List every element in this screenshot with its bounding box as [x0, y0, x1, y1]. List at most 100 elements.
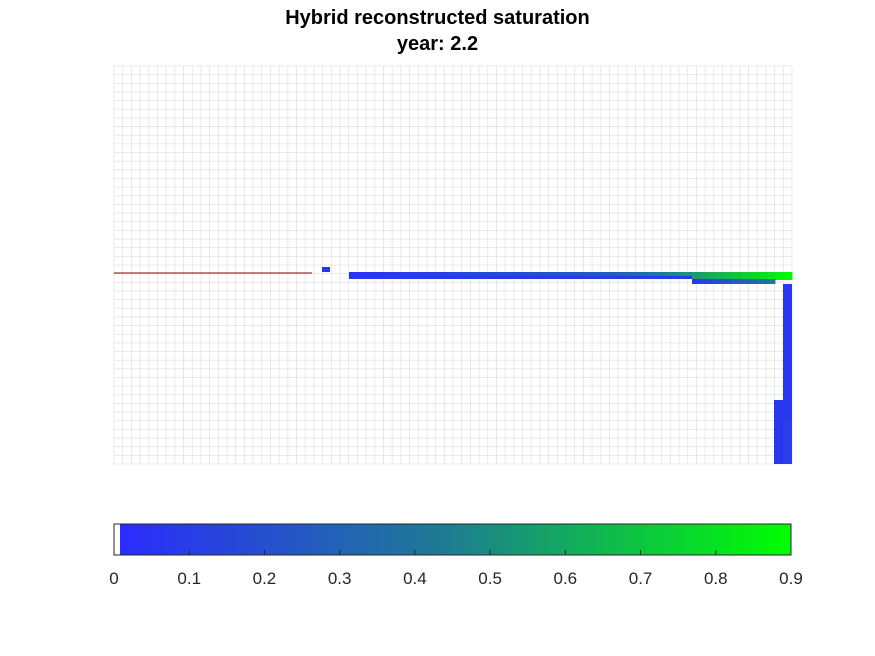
saturation-cell	[404, 272, 411, 277]
saturation-cell	[719, 279, 727, 284]
saturation-cell	[620, 272, 627, 277]
saturation-cell	[681, 272, 688, 277]
grid-lines	[113, 65, 793, 465]
saturation-cell	[486, 276, 496, 279]
saturation-cell	[750, 272, 760, 280]
saturation-cell	[603, 272, 610, 277]
saturation-cell	[387, 272, 394, 277]
saturation-cell	[758, 272, 768, 280]
saturation-cell	[415, 272, 422, 277]
colorbar-tick-label: 0	[109, 569, 118, 588]
colorbar-tick-label: 0.5	[478, 569, 502, 588]
colorbar: 0 0.1 0.2 0.3 0.4 0.5 0.6 0.7 0.8 0.9	[109, 523, 803, 588]
saturation-cell	[432, 272, 438, 277]
saturation-cell	[409, 276, 418, 279]
saturation-cell	[564, 272, 571, 277]
saturation-cell	[349, 272, 355, 277]
saturation-cells	[322, 267, 793, 464]
saturation-cell	[420, 272, 427, 277]
saturation-cell	[581, 272, 588, 277]
saturation-cell	[537, 272, 544, 277]
saturation-cell	[670, 272, 677, 277]
saturation-cell	[487, 272, 494, 277]
saturation-cell	[580, 276, 590, 279]
colorbar-frame	[113, 523, 792, 556]
colorbar-zero-band	[114, 524, 120, 555]
saturation-cell	[465, 272, 472, 277]
saturation-cell	[686, 272, 693, 277]
saturation-cell	[761, 279, 769, 284]
saturation-cell	[653, 272, 660, 277]
saturation-cell	[365, 272, 372, 277]
saturation-cell	[360, 272, 367, 277]
saturation-cell	[774, 400, 783, 464]
saturation-cell	[477, 276, 487, 279]
saturation-cell	[614, 276, 624, 279]
plot-area	[113, 65, 793, 465]
saturation-cell	[783, 272, 793, 280]
saturation-cell	[371, 272, 378, 277]
saturation-cell	[476, 272, 483, 277]
saturation-cell	[700, 272, 710, 280]
saturation-cell	[459, 272, 466, 277]
saturation-cell	[692, 279, 700, 284]
saturation-cell	[322, 267, 330, 272]
saturation-cell	[548, 272, 555, 277]
saturation-cell	[470, 272, 477, 277]
chart-subtitle: year: 2.2	[396, 33, 479, 55]
saturation-cell	[443, 276, 453, 279]
saturation-cell	[712, 279, 721, 284]
saturation-cell	[509, 272, 516, 277]
saturation-cell	[357, 276, 367, 279]
saturation-cell	[708, 272, 718, 280]
saturation-cell	[657, 276, 667, 279]
saturation-cell	[354, 272, 361, 277]
saturation-cell	[640, 276, 650, 279]
saturation-cell	[636, 272, 643, 277]
saturation-cell	[417, 276, 427, 279]
saturation-cell	[625, 272, 632, 277]
saturation-cell	[775, 272, 785, 280]
saturation-cell	[434, 276, 444, 279]
saturation-cell	[675, 272, 682, 277]
saturation-cell	[374, 276, 384, 279]
saturation-cell	[631, 272, 638, 277]
saturation-cell	[460, 276, 470, 279]
colorbar-ticks: 0 0.1 0.2 0.3 0.4 0.5 0.6 0.7 0.8 0.9	[109, 550, 803, 588]
colorbar-tick-label: 0.6	[554, 569, 578, 588]
saturation-cell	[376, 272, 383, 277]
saturation-cell	[409, 272, 416, 277]
saturation-cell	[426, 272, 433, 277]
colorbar-tick-label: 0.9	[779, 569, 803, 588]
saturation-cell	[366, 276, 376, 279]
saturation-cell	[683, 276, 693, 279]
colorbar-tick-label: 0.8	[704, 569, 728, 588]
colorbar-tick-label: 0.7	[629, 569, 653, 588]
saturation-cell	[382, 272, 389, 277]
saturation-cell	[520, 276, 530, 279]
saturation-cell	[554, 276, 564, 279]
saturation-cell	[592, 272, 599, 277]
saturation-cell	[623, 276, 633, 279]
saturation-cell	[383, 276, 393, 279]
colorbar-tick-label: 0.1	[177, 569, 201, 588]
saturation-cell	[542, 272, 549, 277]
saturation-cell	[649, 276, 659, 279]
saturation-cell	[768, 279, 776, 284]
colorbar-tick-label: 0.3	[328, 569, 352, 588]
saturation-cell	[481, 272, 488, 277]
saturation-cell	[503, 276, 513, 279]
saturation-cell	[494, 276, 504, 279]
colorbar-gradient	[120, 524, 791, 555]
colorbar-tick-label: 0.2	[253, 569, 277, 588]
saturation-cell	[733, 272, 743, 280]
saturation-cell	[454, 272, 461, 277]
saturation-cell	[426, 276, 436, 279]
saturation-cell	[520, 272, 527, 277]
saturation-cell	[349, 276, 358, 279]
saturation-cell	[606, 276, 616, 279]
saturation-cell	[648, 272, 654, 277]
saturation-cell	[717, 272, 726, 280]
saturation-cell	[443, 272, 450, 277]
saturation-cell	[526, 272, 533, 277]
